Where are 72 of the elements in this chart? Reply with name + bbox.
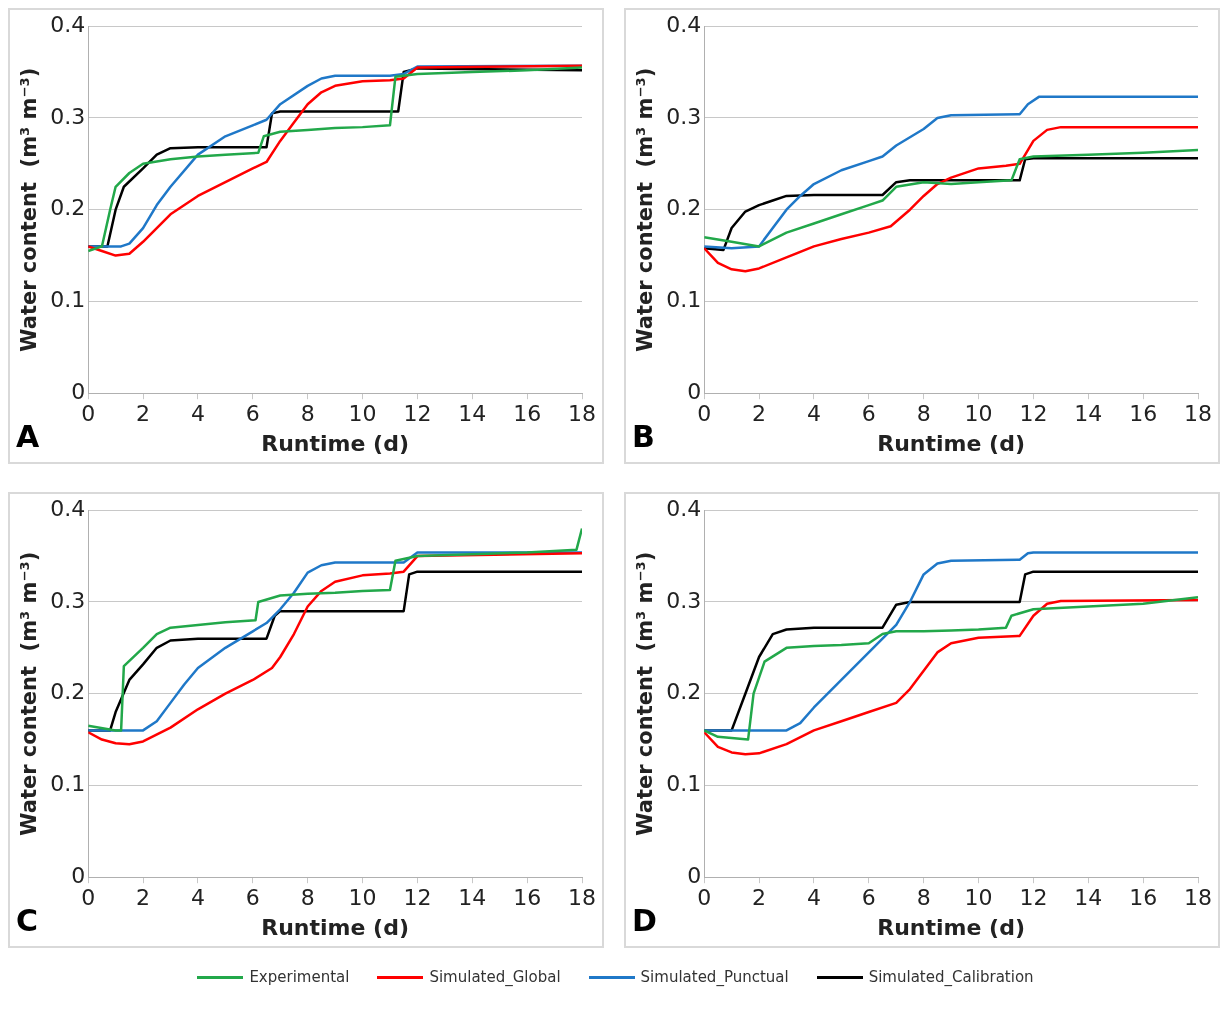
x-tick-label: 16	[513, 401, 542, 427]
legend-label: Experimental	[249, 968, 350, 986]
x-tick-label: 16	[1129, 885, 1158, 911]
y-axis-title: Water content (m³ m⁻³)	[17, 551, 42, 836]
y-tick-label: 0.1	[50, 287, 86, 313]
x-tick-label: 18	[568, 401, 596, 427]
x-tick-label: 16	[513, 885, 542, 911]
x-tick-label: 10	[348, 885, 377, 911]
y-tick-label: 0.4	[50, 11, 86, 37]
x-axis-title: Runtime (d)	[877, 430, 1025, 456]
x-tick-label: 2	[752, 885, 767, 911]
y-tick-label: 0	[687, 862, 702, 888]
x-axis-title: Runtime (d)	[261, 914, 409, 940]
y-axis-title: Water content (m³ m⁻³)	[633, 67, 658, 352]
x-tick-label: 10	[964, 885, 993, 911]
legend-label: Simulated_Calibration	[868, 968, 1034, 986]
x-tick-label: 8	[916, 401, 931, 427]
y-tick-label: 0.1	[666, 771, 702, 797]
y-tick-label: 0.4	[666, 11, 702, 37]
y-tick-label: 0.4	[50, 495, 86, 521]
y-tick-label: 0.1	[666, 287, 702, 313]
y-tick-label: 0.4	[666, 495, 702, 521]
x-tick-label: 6	[861, 885, 876, 911]
y-tick-label: 0.3	[50, 103, 86, 129]
x-tick-label: 12	[403, 401, 432, 427]
x-tick-label: 18	[1184, 401, 1212, 427]
x-tick-label: 2	[752, 401, 767, 427]
x-tick-label: 12	[1019, 401, 1048, 427]
x-tick-label: 14	[1074, 885, 1103, 911]
legend-label: Simulated_Punctual	[640, 968, 789, 986]
y-tick-label: 0.2	[666, 195, 702, 221]
y-tick-label: 0.2	[666, 679, 702, 705]
y-tick-label: 0.3	[666, 103, 702, 129]
x-tick-label: 18	[568, 885, 596, 911]
x-tick-label: 14	[458, 885, 487, 911]
x-tick-label: 4	[806, 885, 821, 911]
x-tick-label: 8	[300, 885, 315, 911]
x-tick-label: 6	[861, 401, 876, 427]
text: A	[16, 418, 40, 454]
x-tick-label: 8	[916, 885, 931, 911]
x-tick-label: 8	[300, 401, 315, 427]
y-tick-label: 0	[71, 378, 86, 404]
text: D	[632, 902, 657, 938]
x-tick-label: 12	[403, 885, 432, 911]
x-tick-label: 4	[190, 885, 205, 911]
text: B	[632, 418, 655, 454]
text: C	[16, 902, 39, 938]
y-tick-label: 0.2	[50, 195, 86, 221]
x-tick-label: 4	[190, 401, 205, 427]
y-tick-label: 0.3	[666, 587, 702, 613]
legend-label: Simulated_Global	[429, 968, 561, 986]
x-tick-label: 10	[348, 401, 377, 427]
x-tick-label: 6	[245, 885, 260, 911]
y-tick-label: 0.1	[50, 771, 86, 797]
y-tick-label: 0	[687, 378, 702, 404]
x-axis-title: Runtime (d)	[877, 914, 1025, 940]
y-axis-title: Water content (m³ m⁻³)	[633, 551, 658, 836]
x-tick-label: 2	[136, 885, 151, 911]
x-tick-label: 4	[806, 401, 821, 427]
y-tick-label: 0.3	[50, 587, 86, 613]
y-axis-title: Water content (m³ m⁻³)	[17, 67, 42, 352]
x-tick-label: 16	[1129, 401, 1158, 427]
x-tick-label: 2	[136, 401, 151, 427]
y-tick-label: 0.2	[50, 679, 86, 705]
x-axis-title: Runtime (d)	[261, 430, 409, 456]
y-tick-label: 0	[71, 862, 86, 888]
x-tick-label: 14	[458, 401, 487, 427]
x-tick-label: 10	[964, 401, 993, 427]
x-tick-label: 12	[1019, 885, 1048, 911]
x-tick-label: 18	[1184, 885, 1212, 911]
x-tick-label: 6	[245, 401, 260, 427]
x-tick-label: 14	[1074, 401, 1103, 427]
